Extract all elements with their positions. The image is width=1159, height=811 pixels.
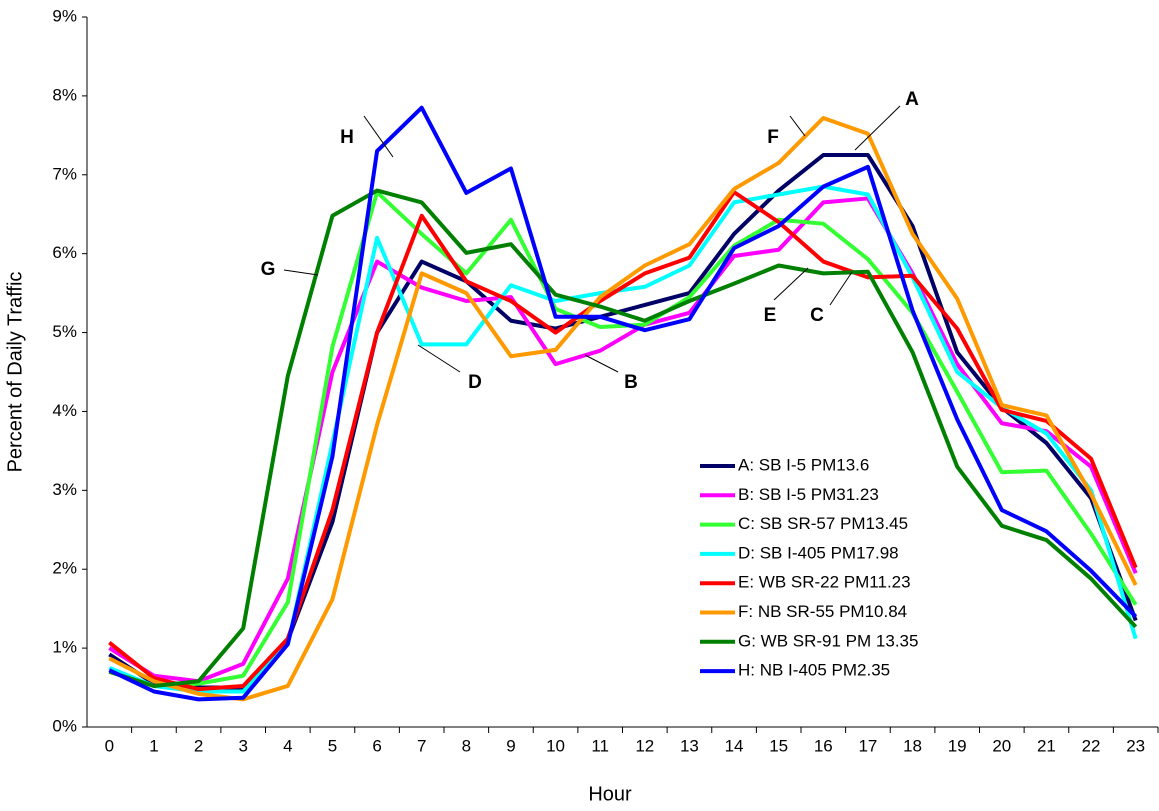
y-axis-label: Percent of Daily Traffic <box>4 272 26 473</box>
y-tick-label: 9% <box>52 6 77 25</box>
y-tick-label: 5% <box>52 322 77 341</box>
annotation: B <box>624 372 638 393</box>
x-tick-label: 18 <box>903 736 922 755</box>
annotation-leader <box>789 115 806 137</box>
x-tick-label: 0 <box>105 736 114 755</box>
y-tick-label: 3% <box>52 480 77 499</box>
annotation: D <box>468 372 482 393</box>
annotation: C <box>810 305 824 326</box>
y-tick-label: 1% <box>52 638 77 657</box>
y-tick-label: 4% <box>52 401 77 420</box>
legend-label: F: NB SR-55 PM10.84 <box>738 602 907 621</box>
annotation: F <box>767 127 779 148</box>
annotation-leader <box>829 271 853 306</box>
annotation: H <box>340 127 354 148</box>
series-line <box>108 190 1138 692</box>
x-tick-label: 7 <box>417 736 426 755</box>
x-tick-label: 21 <box>1037 736 1056 755</box>
x-tick-label: 11 <box>591 736 609 755</box>
x-tick-label: 2 <box>194 736 203 755</box>
annotation-leader <box>363 115 394 158</box>
series-line <box>108 190 1138 688</box>
legend-label: B: SB I-5 PM31.23 <box>738 485 879 504</box>
x-tick-label: 14 <box>725 736 744 755</box>
annotation: E <box>764 305 777 326</box>
legend-label: A: SB I-5 PM13.6 <box>738 455 869 474</box>
x-tick-label: 16 <box>814 736 833 755</box>
annotation-leader <box>417 344 461 373</box>
annotation-leader <box>773 267 809 301</box>
x-tick-label: 12 <box>635 736 654 755</box>
x-tick-label: 13 <box>680 736 699 755</box>
series-line <box>108 196 1138 684</box>
x-tick-label: 1 <box>149 736 158 755</box>
annotation: G <box>261 259 276 280</box>
legend-label: H: NB I-405 PM2.35 <box>738 661 890 680</box>
legend-label: G: WB SR-91 PM 13.35 <box>738 631 918 650</box>
x-tick-label: 19 <box>948 736 967 755</box>
y-tick-label: 6% <box>52 243 77 262</box>
legend-label: E: WB SR-22 PM11.23 <box>738 573 911 592</box>
x-tick-label: 10 <box>546 736 565 755</box>
annotation-leader <box>584 354 619 373</box>
y-tick-label: 2% <box>52 559 77 578</box>
x-tick-label: 23 <box>1126 736 1145 755</box>
annotation-leader <box>854 105 901 151</box>
annotation: A <box>905 89 919 110</box>
series-line <box>108 105 1138 702</box>
annotation-leader <box>283 269 319 276</box>
y-tick-label: 7% <box>52 164 77 183</box>
x-tick-label: 17 <box>858 736 877 755</box>
y-tick-label: 0% <box>52 716 77 735</box>
x-tick-label: 8 <box>462 736 471 755</box>
x-tick-label: 3 <box>238 736 247 755</box>
x-axis-label: Hour <box>588 783 632 805</box>
x-tick-label: 22 <box>1082 736 1101 755</box>
series-line <box>108 188 1138 688</box>
legend-label: C: SB SR-57 PM13.45 <box>738 514 908 533</box>
x-tick-label: 4 <box>283 736 292 755</box>
series-line <box>108 153 1138 690</box>
y-tick-label: 8% <box>52 85 77 104</box>
legend-label: D: SB I-405 PM17.98 <box>738 543 899 562</box>
x-tick-label: 20 <box>992 736 1011 755</box>
x-tick-label: 6 <box>372 736 381 755</box>
series-line <box>108 115 1138 702</box>
x-tick-label: 9 <box>506 736 515 755</box>
x-tick-label: 15 <box>769 736 788 755</box>
x-tick-label: 5 <box>328 736 337 755</box>
